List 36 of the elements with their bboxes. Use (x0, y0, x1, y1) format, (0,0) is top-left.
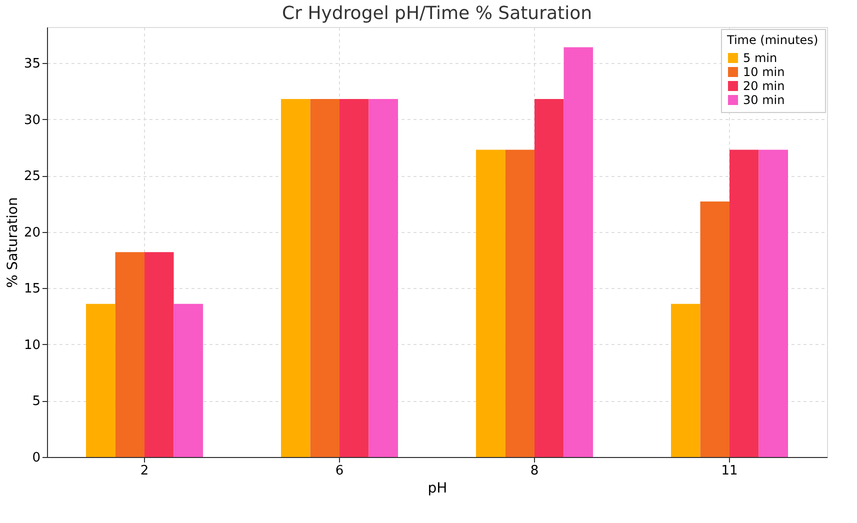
x-tick-label: 8 (530, 464, 539, 478)
x-tick-label: 6 (335, 464, 344, 478)
bar (758, 150, 788, 457)
y-tick-label: 35 (24, 56, 40, 72)
y-tick-label: 15 (24, 282, 40, 297)
legend-label: 5 min (743, 51, 778, 65)
chart-title: Cr Hydrogel pH/Time % Saturation (282, 3, 592, 24)
y-tick-label: 20 (24, 225, 40, 240)
bar (730, 150, 759, 457)
bar (564, 47, 593, 457)
x-axis-title: pH (428, 480, 448, 496)
legend-label: 20 min (743, 79, 785, 93)
bar (115, 252, 144, 457)
bar (340, 99, 369, 457)
bar (368, 99, 398, 457)
x-tick-label: 11 (721, 464, 738, 478)
bar (671, 304, 700, 457)
bar (476, 150, 506, 457)
legend-label: 30 min (743, 93, 785, 107)
bar (174, 304, 203, 457)
bar (86, 304, 116, 457)
y-tick-label: 25 (24, 169, 40, 184)
legend-title: Time (minutes) (726, 33, 818, 47)
bar (310, 99, 340, 457)
bar (144, 252, 174, 457)
bar (534, 99, 564, 457)
bar (281, 99, 310, 457)
y-tick-label: 30 (24, 112, 40, 128)
x-tick-label: 2 (140, 464, 149, 478)
bar (505, 150, 534, 457)
y-tick-label: 5 (32, 394, 40, 410)
y-tick-label: 0 (32, 450, 40, 466)
legend-label: 10 min (743, 65, 785, 79)
bar (700, 201, 730, 457)
y-axis-title: % Saturation (4, 197, 21, 288)
y-tick-label: 10 (24, 338, 40, 353)
